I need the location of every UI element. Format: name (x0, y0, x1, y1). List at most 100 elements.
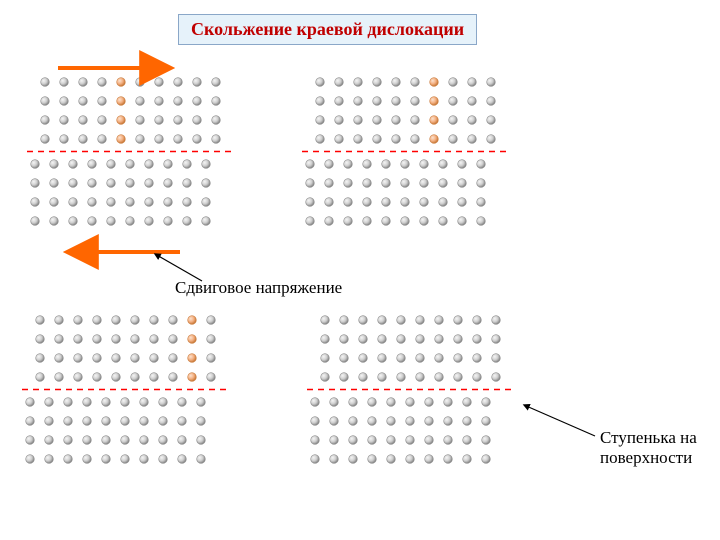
lattice-atom (482, 436, 491, 445)
lattice-atom (88, 160, 97, 169)
lattice-atom (98, 78, 107, 87)
lattice-atom (316, 116, 325, 125)
lattice-atom (340, 373, 349, 382)
lattice-atom (330, 436, 339, 445)
lattice-atom (150, 335, 159, 344)
lattice-atom (136, 116, 145, 125)
lattice-atom (155, 135, 164, 144)
dislocation-atom (430, 78, 439, 87)
lattice-atom (321, 354, 330, 363)
lattice-atom (60, 97, 69, 106)
lattice-atom (197, 398, 206, 407)
lattice-atom (439, 179, 448, 188)
lattice-atom (207, 335, 216, 344)
lattice-atom (473, 373, 482, 382)
lattice-atom (140, 417, 149, 426)
lattice-atom (212, 116, 221, 125)
lattice-atom (126, 217, 135, 226)
lattice-atom (93, 373, 102, 382)
lattice-atom (136, 78, 145, 87)
lattice-atom (392, 97, 401, 106)
diagram-canvas (0, 0, 720, 540)
lattice-atom (420, 217, 429, 226)
lattice-atom (79, 78, 88, 87)
lattice-atom (145, 160, 154, 169)
pointer-arrow-step (524, 405, 595, 436)
lattice-atom (349, 398, 358, 407)
lattice-atom (98, 97, 107, 106)
lattice-atom (74, 316, 83, 325)
lattice-atom (463, 436, 472, 445)
lattice-atom (131, 335, 140, 344)
lattice-atom (416, 335, 425, 344)
lattice-atom (306, 217, 315, 226)
lattice-atom (136, 97, 145, 106)
lattice-atom (325, 160, 334, 169)
lattice-atom (468, 78, 477, 87)
lattice-atom (397, 335, 406, 344)
lattice-atom (449, 116, 458, 125)
lattice-atom (449, 78, 458, 87)
lattice-atom (74, 354, 83, 363)
lattice-atom (435, 335, 444, 344)
lattice-atom (492, 354, 501, 363)
lattice-atom (325, 217, 334, 226)
lattice-atom (439, 198, 448, 207)
lattice-atom (93, 335, 102, 344)
lattice-atom (411, 78, 420, 87)
lattice-atom (88, 217, 97, 226)
lattice-atom (107, 179, 116, 188)
lattice-atom (145, 198, 154, 207)
lattice-atom (368, 417, 377, 426)
dislocation-atom (188, 335, 197, 344)
lattice-atom (45, 398, 54, 407)
lattice-atom (425, 417, 434, 426)
lattice-atom (487, 78, 496, 87)
lattice-atom (311, 417, 320, 426)
lattice-atom (420, 179, 429, 188)
lattice-atom (193, 97, 202, 106)
lattice-atom (406, 455, 415, 464)
lattice-atom (454, 354, 463, 363)
lattice-atom (150, 354, 159, 363)
lattice-atom (197, 436, 206, 445)
lattice-atom (88, 179, 97, 188)
lattice-atom (55, 354, 64, 363)
lattice-atom (340, 316, 349, 325)
lattice-atom (79, 135, 88, 144)
lattice-atom (45, 455, 54, 464)
lattice-atom (349, 436, 358, 445)
lattice-atom (126, 179, 135, 188)
lattice-atom (69, 160, 78, 169)
lattice-atom (155, 116, 164, 125)
lattice-atom (178, 455, 187, 464)
lattice-atom (373, 78, 382, 87)
lattice-atom (121, 436, 130, 445)
lattice-atom (378, 316, 387, 325)
lattice-atom (482, 398, 491, 407)
lattice-atom (31, 198, 40, 207)
lattice-atom (178, 417, 187, 426)
lattice-atom (344, 160, 353, 169)
lattice-atom (145, 217, 154, 226)
lattice-atom (88, 198, 97, 207)
lattice-atom (107, 160, 116, 169)
lattice-atom (444, 417, 453, 426)
lattice-atom (363, 198, 372, 207)
dislocation-atom (117, 78, 126, 87)
lattice-atom (359, 335, 368, 344)
lattice-atom (354, 97, 363, 106)
lattice-atom (416, 316, 425, 325)
lattice-atom (60, 116, 69, 125)
lattice-atom (335, 97, 344, 106)
lattice-atom (79, 97, 88, 106)
lattice-atom (93, 316, 102, 325)
lattice-atom (169, 316, 178, 325)
lattice-atom (131, 316, 140, 325)
lattice-atom (36, 373, 45, 382)
lattice-atom (55, 316, 64, 325)
lattice-atom (458, 179, 467, 188)
lattice-atom (202, 198, 211, 207)
lattice-atom (169, 335, 178, 344)
lattice-atom (174, 116, 183, 125)
